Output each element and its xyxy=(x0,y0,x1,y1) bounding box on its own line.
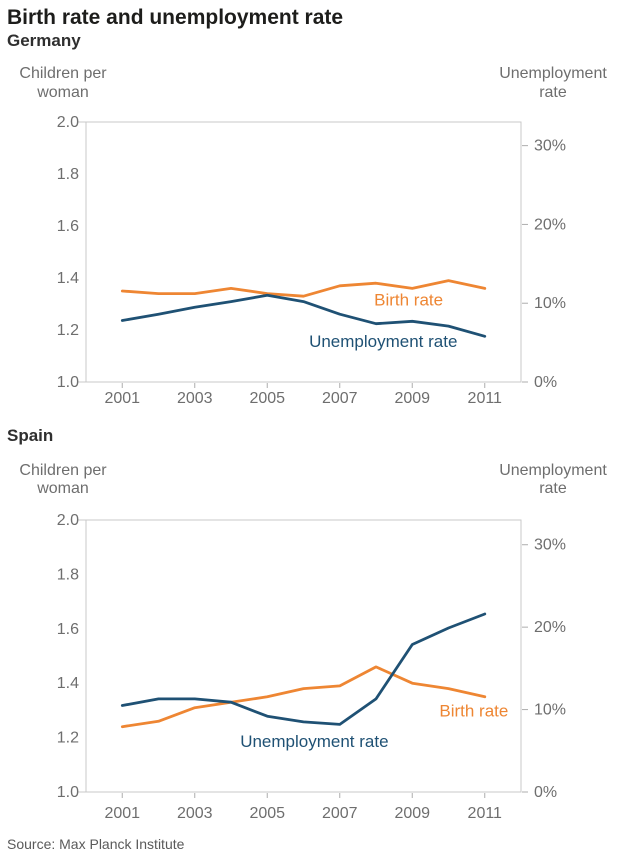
x-tick-label: 2011 xyxy=(468,390,503,407)
page-title: Birth rate and unemployment rate xyxy=(7,6,344,29)
left-axis: 2.0 1.8 1.6 1.4 1.2 1.0 xyxy=(57,512,79,801)
plot-frame xyxy=(78,121,522,383)
right-axis: 30% 20% 10% 0% xyxy=(522,138,566,391)
chart-title-germany: Germany xyxy=(7,31,81,50)
left-tick-label: 1.0 xyxy=(57,784,79,801)
left-axis-title: Children per xyxy=(19,65,107,82)
left-tick-label: 1.6 xyxy=(57,621,79,638)
unemployment-rate-label: Unemployment rate xyxy=(240,732,388,751)
x-tick-label: 2001 xyxy=(104,390,140,407)
right-tick-label: 30% xyxy=(534,138,566,155)
x-tick-label: 2007 xyxy=(322,390,358,407)
right-tick-label: 20% xyxy=(534,619,566,636)
x-tick-label: 2005 xyxy=(249,390,285,407)
x-tick-label: 2009 xyxy=(394,390,430,407)
birth-rate-label: Birth rate xyxy=(439,701,508,720)
germany-chart: Children per woman Unemployment rate 2.0 1.8 1… xyxy=(19,65,607,407)
right-tick-label: 0% xyxy=(534,374,557,391)
left-tick-label: 1.2 xyxy=(57,322,79,339)
plot-frame xyxy=(78,519,522,793)
left-axis-title: Children per xyxy=(19,462,107,479)
left-tick-label: 1.4 xyxy=(57,675,79,692)
left-tick-label: 1.6 xyxy=(57,218,79,235)
axis-headers: Children per woman Unemployment rate xyxy=(19,65,607,101)
right-axis: 30% 20% 10% 0% xyxy=(522,537,566,801)
left-axis-title: woman xyxy=(36,480,89,497)
right-tick-label: 10% xyxy=(534,702,566,719)
x-tick-label: 2007 xyxy=(322,805,358,822)
x-tick-label: 2001 xyxy=(104,805,140,822)
left-tick-label: 1.0 xyxy=(57,374,79,391)
right-axis-title: Unemployment xyxy=(499,65,607,82)
left-tick-label: 1.8 xyxy=(57,566,79,583)
x-tick-label: 2003 xyxy=(177,390,213,407)
x-tick-label: 2011 xyxy=(468,805,503,822)
left-axis-title: woman xyxy=(36,84,89,101)
unemployment-rate-label: Unemployment rate xyxy=(309,332,457,351)
unemployment-rate-line xyxy=(120,612,487,726)
x-tick-label: 2003 xyxy=(177,805,213,822)
right-axis-title: Unemployment xyxy=(499,462,607,479)
chart-title-spain: Spain xyxy=(7,426,54,445)
left-tick-label: 1.8 xyxy=(57,166,79,183)
birth-rate-label: Birth rate xyxy=(374,290,443,309)
left-tick-label: 2.0 xyxy=(57,114,79,131)
right-tick-label: 0% xyxy=(534,784,557,801)
right-tick-label: 10% xyxy=(534,295,566,312)
x-axis: 2001 2003 2005 2007 2009 2011 xyxy=(104,793,502,822)
x-tick-label: 2005 xyxy=(249,805,285,822)
x-axis: 2001 2003 2005 2007 2009 2011 xyxy=(104,383,502,407)
right-tick-label: 20% xyxy=(534,216,566,233)
birth-rate-line xyxy=(120,665,487,729)
right-axis-title: rate xyxy=(539,480,567,497)
x-tick-label: 2009 xyxy=(394,805,430,822)
right-tick-label: 30% xyxy=(534,537,566,554)
right-axis-title: rate xyxy=(539,84,567,101)
source-caption: Source: Max Planck Institute xyxy=(7,836,185,852)
left-tick-label: 1.2 xyxy=(57,730,79,747)
unemployment-rate-line xyxy=(120,293,487,338)
left-axis: 2.0 1.8 1.6 1.4 1.2 1.0 xyxy=(57,114,79,391)
left-tick-label: 1.4 xyxy=(57,270,79,287)
left-tick-label: 2.0 xyxy=(57,512,79,529)
birth-rate-line xyxy=(120,279,487,298)
